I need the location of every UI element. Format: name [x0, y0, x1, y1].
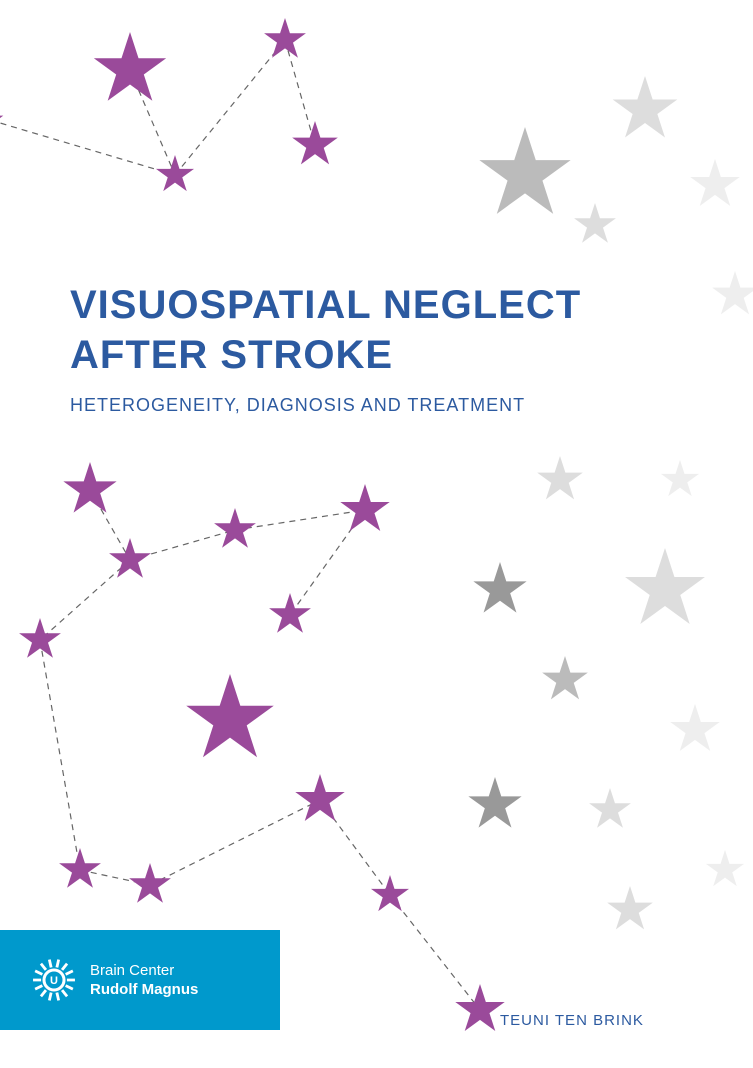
main-title: VISUOSPATIAL NEGLECT AFTER STROKE: [70, 280, 581, 380]
logo-text: Brain Center Rudolf Magnus: [90, 961, 198, 1000]
logo-line-1: Brain Center: [90, 961, 198, 981]
author-name: TEUNI TEN BRINK: [500, 1012, 644, 1029]
title-line-2: AFTER STROKE: [70, 333, 393, 377]
logo-line-2: Rudolf Magnus: [90, 980, 198, 1000]
gear-icon: U: [30, 956, 78, 1004]
svg-text:U: U: [50, 975, 58, 987]
publisher-logo: U Brain Center Rudolf Magnus: [0, 930, 280, 1030]
title-line-1: VISUOSPATIAL NEGLECT: [70, 283, 581, 327]
cover-artwork: [0, 0, 753, 1068]
subtitle: HETEROGENEITY, DIAGNOSIS AND TREATMENT: [70, 395, 525, 416]
